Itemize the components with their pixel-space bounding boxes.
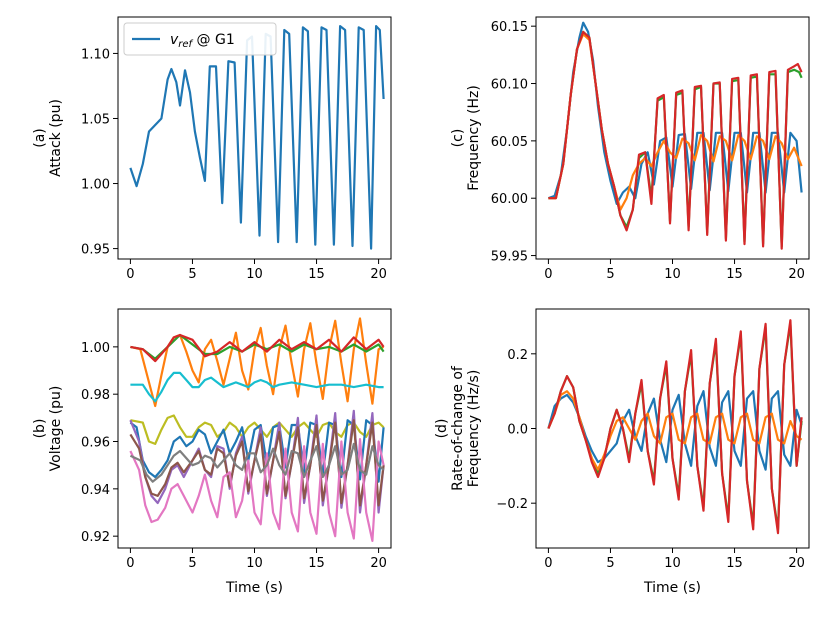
axes-frame bbox=[535, 308, 810, 549]
x-tick-label: 5 bbox=[188, 556, 196, 571]
chart-b: 0 5 10 15 20 0.92 0.94 0.96 0.98 1.00 (b) Voltage (… bbox=[32, 308, 392, 596]
x-tick-label: 20 bbox=[788, 556, 805, 571]
x-axis-label: Time (s) bbox=[225, 580, 283, 596]
series-line-G4 bbox=[548, 30, 803, 250]
legend-label: vref @ G1 bbox=[170, 32, 235, 50]
x-tick-label: 5 bbox=[188, 267, 196, 282]
y-tick-label: 1.00 bbox=[81, 341, 110, 356]
x-tick-label: 5 bbox=[606, 267, 614, 282]
chart-c: 0 5 10 15 20 59.95 60.00 60.05 60.10 60.15 (c) Freq… bbox=[450, 16, 810, 282]
x-tick-label: 20 bbox=[370, 267, 387, 282]
x-tick-label: 15 bbox=[308, 556, 325, 571]
x-tick-label: 10 bbox=[664, 556, 681, 571]
chart-a: 0 5 10 15 20 0.95 1.00 1.05 1.10 (a) Attack (pu) vr… bbox=[32, 16, 392, 282]
x-tick-label: 0 bbox=[544, 556, 552, 571]
series-line-bus-brown bbox=[129, 419, 385, 507]
chart-d: 0 5 10 15 20 −0.2 0.0 0.2 (d) Rate-of-change of Fr… bbox=[434, 308, 810, 596]
x-tick-label: 15 bbox=[308, 267, 325, 282]
series-group bbox=[548, 21, 803, 250]
series-line-v_ref @ G1 bbox=[129, 25, 385, 250]
y-axis-label: (d) bbox=[434, 419, 450, 439]
series-line-G4 bbox=[547, 319, 803, 535]
y-axis-label: Rate-of-change of bbox=[450, 365, 466, 491]
x-tick-label: 0 bbox=[544, 267, 552, 282]
x-tick-label: 10 bbox=[664, 267, 681, 282]
y-tick-label: 60.10 bbox=[491, 78, 528, 93]
y-tick-label: 1.10 bbox=[81, 47, 110, 62]
y-tick-label: 0.94 bbox=[81, 483, 110, 498]
legend-box bbox=[123, 22, 277, 56]
x-tick-label: 5 bbox=[606, 556, 614, 571]
y-tick-label: 0.2 bbox=[507, 348, 528, 363]
y-tick-label: 60.00 bbox=[491, 192, 528, 207]
y-axis-label: Attack (pu) bbox=[48, 99, 64, 177]
x-tick-label: 10 bbox=[246, 267, 263, 282]
series-group bbox=[547, 319, 803, 535]
y-tick-label: 0.92 bbox=[81, 530, 110, 545]
y-axis-label: Frequency (Hz) bbox=[466, 85, 482, 191]
series-line-bus-gray bbox=[129, 442, 385, 483]
y-tick-label: −0.2 bbox=[496, 497, 528, 512]
legend: vref @ G1 bbox=[123, 22, 277, 56]
y-axis-label: (a) bbox=[32, 128, 48, 148]
series-line-G1 bbox=[547, 390, 803, 471]
y-tick-label: 60.05 bbox=[491, 135, 528, 150]
x-tick-label: 15 bbox=[726, 267, 743, 282]
x-tick-label: 0 bbox=[126, 556, 134, 571]
y-tick-label: 59.95 bbox=[491, 250, 528, 265]
x-tick-label: 15 bbox=[726, 556, 743, 571]
y-axis-label: (c) bbox=[450, 129, 466, 148]
x-tick-label: 20 bbox=[370, 556, 387, 571]
y-axis-label: Voltage (pu) bbox=[48, 386, 64, 472]
y-tick-label: 0.95 bbox=[81, 243, 110, 258]
y-tick-label: 0.98 bbox=[81, 388, 110, 403]
y-tick-label: 0.0 bbox=[507, 423, 528, 438]
series-line-bus-pink bbox=[129, 438, 385, 542]
y-tick-label: 0.96 bbox=[81, 436, 110, 451]
series-group bbox=[129, 25, 385, 250]
y-tick-label: 60.15 bbox=[491, 20, 528, 35]
y-tick-label: 1.05 bbox=[81, 112, 110, 127]
series-line-bus-red bbox=[130, 333, 385, 363]
y-tick-label: 1.00 bbox=[81, 178, 110, 193]
x-tick-label: 0 bbox=[126, 267, 134, 282]
x-tick-label: 20 bbox=[788, 267, 805, 282]
y-axis-label: Frequency (Hz/s) bbox=[466, 370, 482, 488]
series-line-bus-blue bbox=[129, 419, 385, 483]
series-line-bus-cyan bbox=[130, 371, 384, 403]
x-axis-label: Time (s) bbox=[643, 580, 701, 596]
x-tick-label: 10 bbox=[246, 556, 263, 571]
y-axis-label: (b) bbox=[32, 419, 48, 439]
series-group bbox=[129, 317, 385, 542]
series-line-bus-orange bbox=[130, 317, 385, 408]
